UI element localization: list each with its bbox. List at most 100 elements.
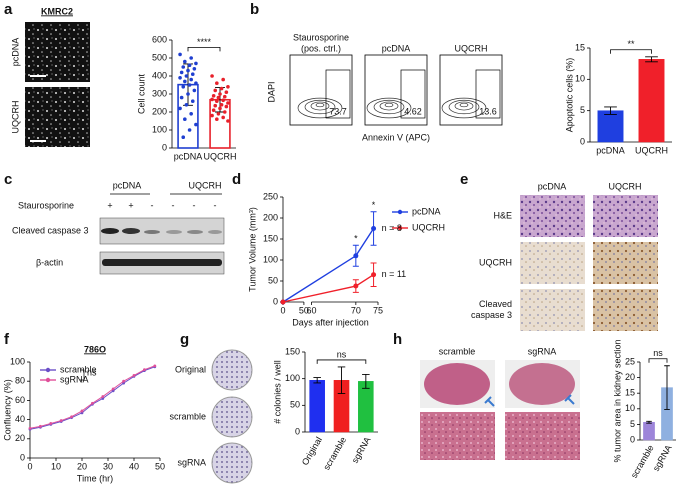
data-point xyxy=(226,85,230,89)
gate-value: 73.7 xyxy=(329,106,347,116)
column-label: pcDNA xyxy=(538,181,567,191)
data-point xyxy=(184,74,189,78)
annotation: * xyxy=(354,234,358,244)
band xyxy=(144,230,160,234)
y-tick-label: 80 xyxy=(15,376,25,386)
histology xyxy=(520,195,585,237)
data-point xyxy=(216,112,221,116)
legend-label: scramble xyxy=(60,364,97,374)
bar xyxy=(358,381,374,433)
image-label: pcDNA xyxy=(10,38,20,67)
flow-plot xyxy=(289,54,353,126)
significance-bracket xyxy=(80,369,85,381)
band-label: β-actin xyxy=(36,257,63,267)
contour xyxy=(441,97,487,119)
data-point xyxy=(187,83,192,87)
data-point xyxy=(183,79,187,84)
panel-letter: c xyxy=(4,171,12,188)
contour xyxy=(454,101,474,111)
data-point xyxy=(181,85,186,89)
x-tick-label: pcDNA xyxy=(174,151,203,161)
data-point xyxy=(132,374,136,377)
error-bar xyxy=(664,365,670,410)
histology xyxy=(505,412,580,460)
data-point xyxy=(222,110,227,114)
y-tick-label: 200 xyxy=(263,212,278,222)
x-tick-label: 20 xyxy=(77,461,87,471)
x-tick-label: 75 xyxy=(373,305,383,315)
data-point xyxy=(190,72,195,76)
data-point xyxy=(210,97,214,102)
axis-label: DAPI xyxy=(266,81,276,102)
y-axis-label: Tumor Volume (mm³) xyxy=(247,207,257,292)
data-point xyxy=(219,103,224,107)
plot-title: UQCRH xyxy=(455,43,488,53)
x-tick-label: 40 xyxy=(129,461,139,471)
y-tick-label: 400 xyxy=(152,70,167,80)
data-point xyxy=(213,88,218,93)
data-point xyxy=(80,409,84,413)
y-tick-label: 50 xyxy=(290,400,300,410)
row-label: Original xyxy=(175,364,206,374)
data-point xyxy=(194,81,198,85)
x-tick-label: UQCRH xyxy=(635,145,668,155)
y-tick-label: 60 xyxy=(15,395,25,405)
data-point xyxy=(192,67,197,71)
kidney xyxy=(509,363,575,405)
data-point xyxy=(181,135,186,139)
data-point xyxy=(215,117,219,121)
data-point xyxy=(184,103,189,107)
data-point xyxy=(183,59,187,64)
data-point xyxy=(122,379,125,383)
data-point xyxy=(190,99,195,103)
y-tick-label: 250 xyxy=(263,191,278,201)
y-tick-label: 25 xyxy=(625,356,635,366)
bar xyxy=(643,421,655,441)
x-tick-label: 30 xyxy=(103,461,113,471)
error-bar xyxy=(645,56,658,63)
data-point xyxy=(224,90,229,94)
legend-marker xyxy=(45,367,51,373)
data-point xyxy=(80,411,84,415)
data-point xyxy=(226,101,230,105)
legend-label: pcDNA xyxy=(412,206,441,216)
data-point xyxy=(186,68,190,73)
data-point xyxy=(211,108,216,112)
data-point xyxy=(213,103,218,108)
annotation: n = 11 xyxy=(382,269,407,279)
histology xyxy=(593,195,658,237)
column-label: sgRNA xyxy=(528,346,557,356)
significance-bracket xyxy=(316,359,367,364)
series-line xyxy=(282,274,374,303)
y-axis-label: # colonies / well xyxy=(272,360,282,424)
data-point xyxy=(143,368,146,372)
data-point xyxy=(111,387,115,391)
group-label: pcDNA xyxy=(113,180,142,190)
x-tick-label: scramble xyxy=(629,443,656,480)
data-point xyxy=(178,106,182,111)
y-tick-label: 0 xyxy=(20,452,25,462)
data-point xyxy=(194,61,198,66)
data-point xyxy=(101,397,105,400)
data-point xyxy=(280,299,286,305)
data-point xyxy=(215,99,219,103)
data-point xyxy=(189,112,193,116)
data-point xyxy=(181,65,186,69)
data-point xyxy=(211,94,216,98)
histology xyxy=(520,242,585,284)
data-point xyxy=(187,63,192,67)
y-tick-label: 0 xyxy=(273,296,278,306)
data-point xyxy=(179,95,184,100)
x-tick-label: 0 xyxy=(27,461,32,471)
contour xyxy=(297,97,343,119)
data-point xyxy=(221,115,225,120)
panel-title: KMRC2 xyxy=(41,6,73,16)
series-line xyxy=(282,228,375,303)
legend-label: sgRNA xyxy=(60,374,89,384)
contour xyxy=(459,102,469,108)
data-point xyxy=(371,226,377,231)
x-tick-label: 0 xyxy=(280,305,285,315)
data-point xyxy=(178,52,182,57)
panel-letter: f xyxy=(4,331,10,348)
data-point xyxy=(186,92,190,96)
